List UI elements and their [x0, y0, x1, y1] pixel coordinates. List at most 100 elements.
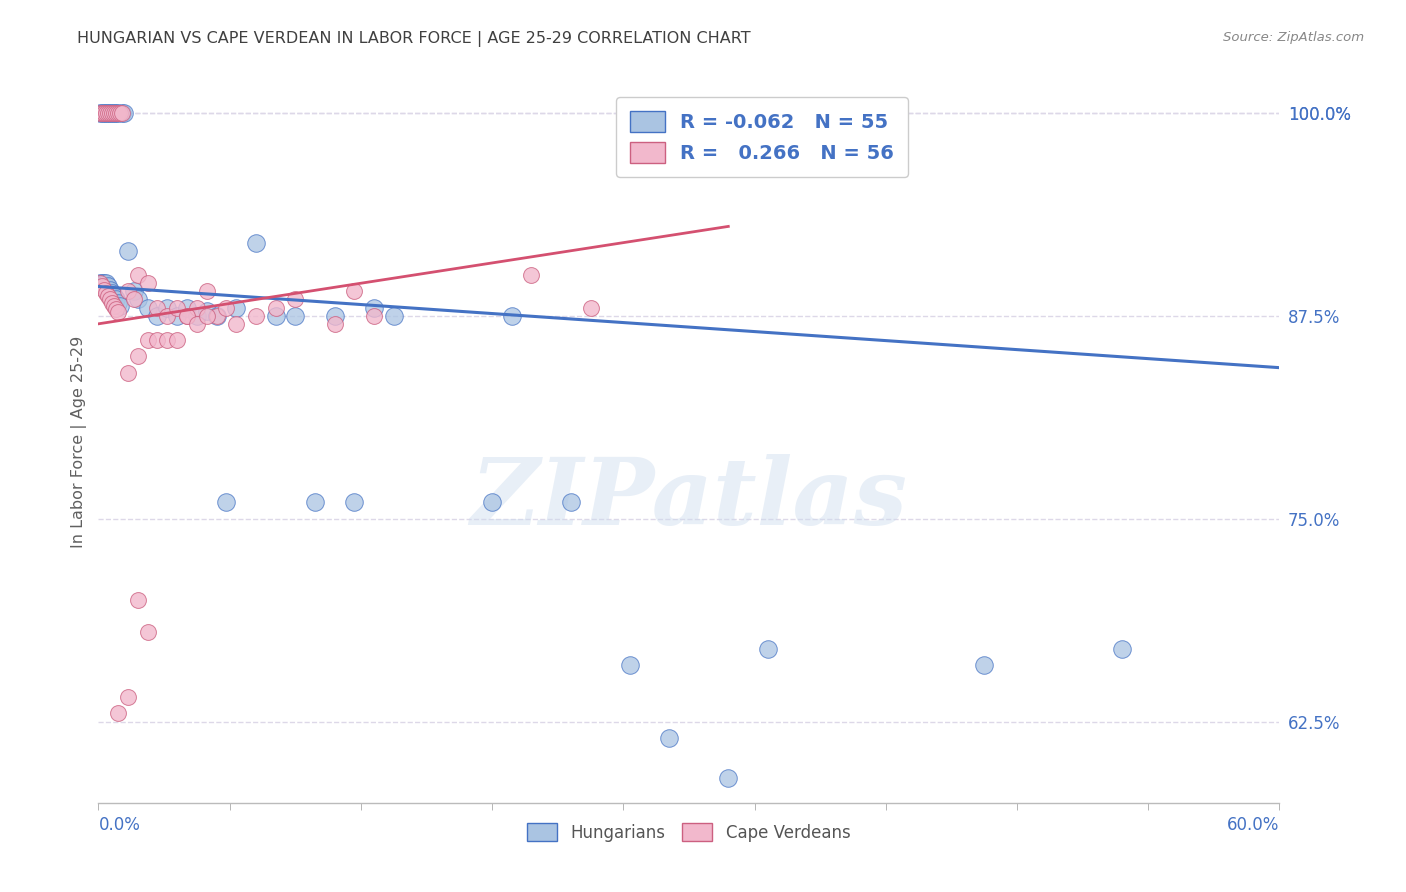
Point	[146, 309, 169, 323]
Point	[1111, 641, 1133, 656]
Point	[117, 366, 139, 380]
Point	[103, 289, 125, 303]
Point	[96, 285, 118, 300]
Point	[108, 299, 131, 313]
Point	[103, 299, 125, 313]
Point	[195, 285, 218, 299]
Point	[89, 105, 111, 120]
Point	[107, 295, 129, 310]
Point	[343, 495, 366, 509]
Point	[96, 277, 118, 291]
Point	[98, 105, 121, 120]
Point	[97, 105, 120, 120]
Point	[127, 592, 149, 607]
Point	[101, 295, 124, 310]
Point	[560, 495, 582, 509]
Point	[111, 105, 134, 120]
Point	[107, 105, 129, 120]
Point	[107, 305, 129, 319]
Point	[101, 105, 124, 120]
Point	[176, 309, 198, 323]
Point	[117, 244, 139, 258]
Point	[117, 285, 139, 299]
Point	[186, 309, 208, 323]
Point	[96, 105, 118, 120]
Point	[97, 289, 120, 303]
Legend: Hungarians, Cape Verdeans: Hungarians, Cape Verdeans	[520, 817, 858, 848]
Point	[501, 309, 523, 323]
Point	[136, 625, 159, 640]
Point	[97, 105, 120, 120]
Point	[127, 293, 149, 307]
Point	[91, 279, 114, 293]
Point	[107, 706, 129, 721]
Text: 0.0%: 0.0%	[98, 816, 141, 834]
Point	[323, 317, 346, 331]
Point	[245, 309, 267, 323]
Point	[108, 105, 131, 120]
Point	[117, 690, 139, 705]
Text: Source: ZipAtlas.com: Source: ZipAtlas.com	[1223, 31, 1364, 45]
Point	[146, 333, 169, 347]
Point	[98, 293, 121, 307]
Y-axis label: In Labor Force | Age 25-29: In Labor Force | Age 25-29	[72, 335, 87, 548]
Point	[107, 105, 129, 120]
Point	[195, 309, 218, 323]
Point	[103, 105, 125, 120]
Point	[98, 283, 121, 297]
Point	[103, 105, 125, 120]
Point	[195, 303, 218, 318]
Point	[973, 657, 995, 672]
Point	[205, 309, 228, 323]
Point	[756, 641, 779, 656]
Point	[245, 235, 267, 250]
Point	[363, 301, 385, 315]
Point	[264, 301, 287, 315]
Point	[284, 309, 307, 323]
Point	[111, 105, 134, 120]
Point	[205, 309, 228, 323]
Point	[166, 309, 188, 323]
Point	[112, 105, 135, 120]
Point	[304, 495, 326, 509]
Point	[105, 293, 128, 307]
Point	[176, 309, 198, 323]
Point	[93, 277, 115, 291]
Point	[136, 301, 159, 315]
Point	[91, 105, 114, 120]
Point	[127, 349, 149, 363]
Point	[323, 309, 346, 323]
Point	[96, 105, 118, 120]
Point	[91, 105, 114, 120]
Point	[93, 105, 115, 120]
Point	[122, 285, 145, 299]
Point	[215, 495, 238, 509]
Text: ZIPatlas: ZIPatlas	[471, 454, 907, 544]
Point	[481, 495, 503, 509]
Point	[579, 301, 602, 315]
Point	[520, 268, 543, 282]
Point	[105, 105, 128, 120]
Text: 60.0%: 60.0%	[1227, 816, 1279, 834]
Point	[146, 301, 169, 315]
Point	[284, 293, 307, 307]
Point	[166, 301, 188, 315]
Point	[225, 301, 247, 315]
Point	[658, 731, 681, 745]
Point	[225, 317, 247, 331]
Point	[619, 657, 641, 672]
Point	[186, 301, 208, 315]
Point	[105, 105, 128, 120]
Point	[127, 268, 149, 282]
Text: HUNGARIAN VS CAPE VERDEAN IN LABOR FORCE | AGE 25-29 CORRELATION CHART: HUNGARIAN VS CAPE VERDEAN IN LABOR FORCE…	[77, 31, 751, 47]
Point	[122, 293, 145, 307]
Point	[363, 309, 385, 323]
Point	[166, 333, 188, 347]
Point	[91, 277, 114, 291]
Point	[101, 105, 124, 120]
Point	[264, 309, 287, 323]
Point	[97, 279, 120, 293]
Point	[156, 309, 179, 323]
Point	[136, 277, 159, 291]
Point	[89, 105, 111, 120]
